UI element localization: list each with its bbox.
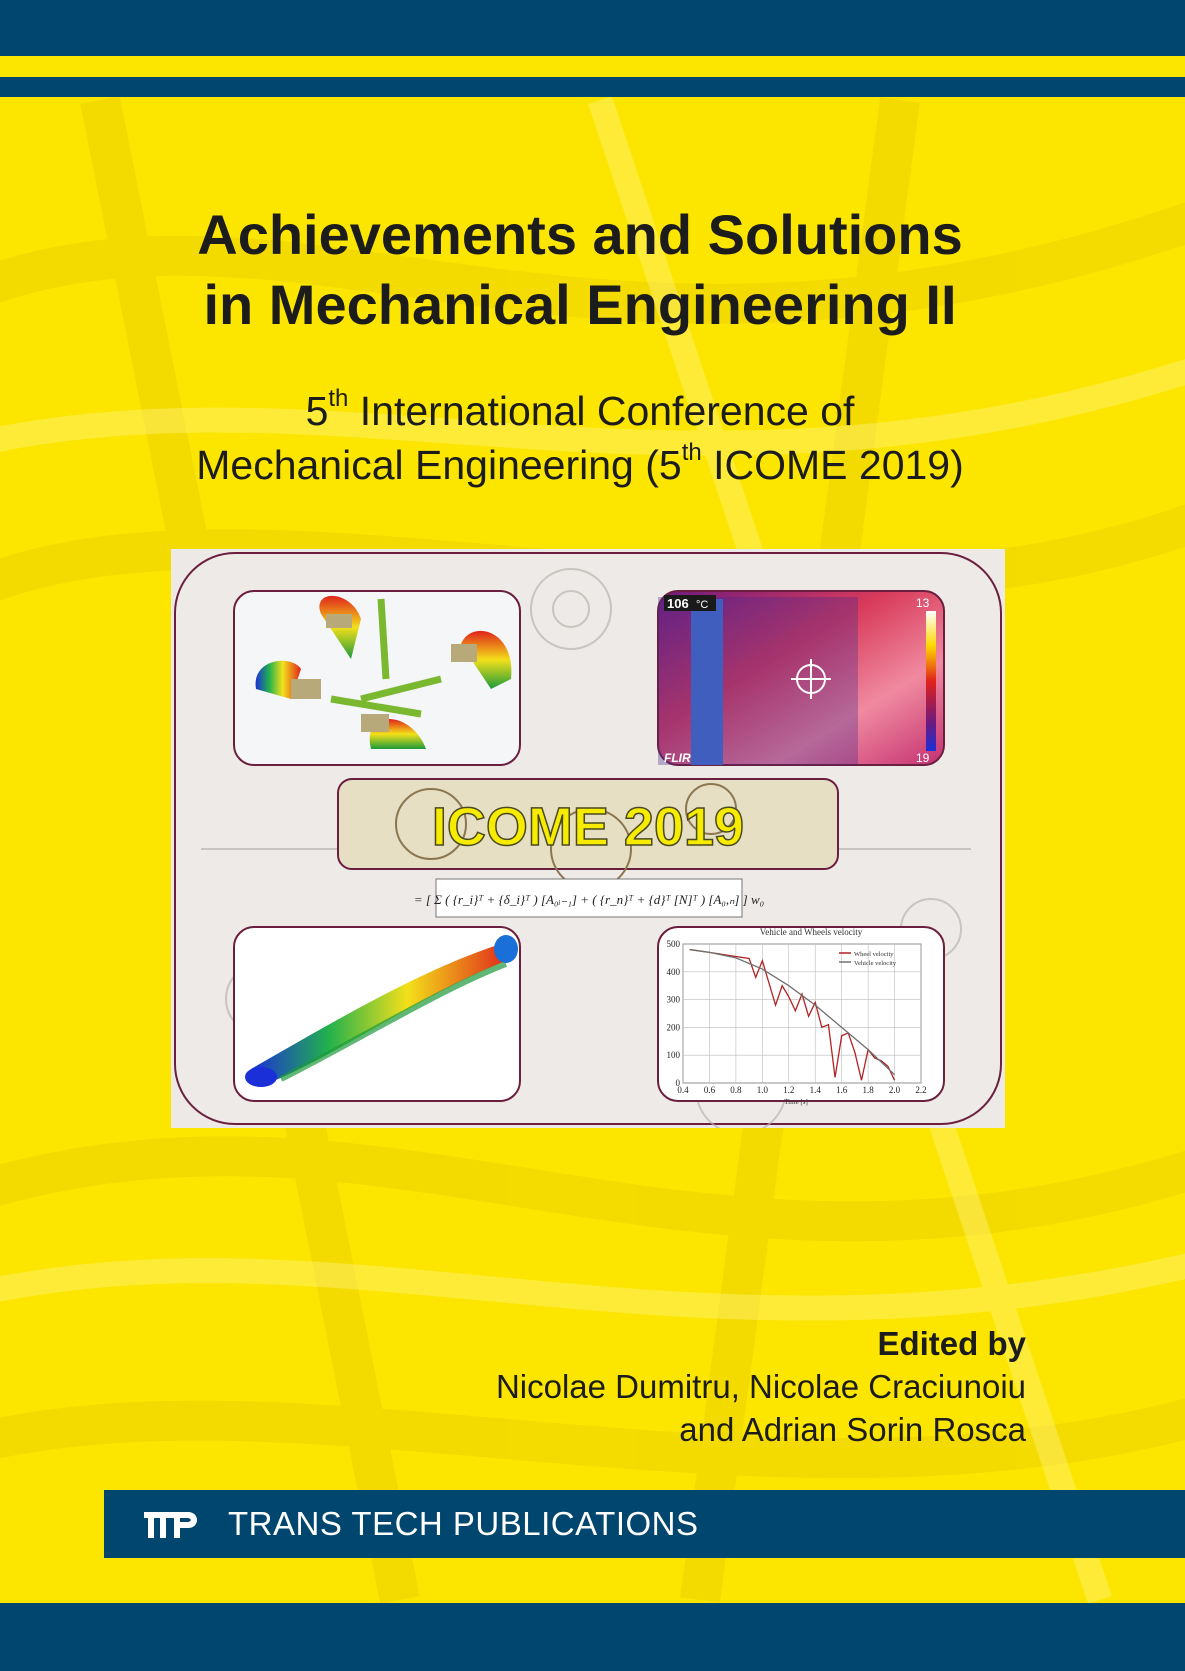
formula-strip: = [ Σ ( {r_i}ᵀ + {δ_i}ᵀ ) [A₀ᵢ₋₁] + ( {r…	[414, 878, 764, 918]
subtitle-line-2-rest: ICOME 2019)	[701, 442, 964, 488]
chart-grid	[682, 943, 922, 1084]
subtitle-line-1: 5th International Conference of	[0, 384, 1160, 438]
chart-x-tick-label: 1.4	[810, 1085, 822, 1095]
chart-title: Vehicle and Wheels velocity	[760, 927, 863, 937]
chart-xlabel: Time [s]	[784, 1098, 808, 1106]
legend-vehicle: Vehicle velocity	[854, 960, 897, 967]
subtitle-line-1-text: International Conference of	[348, 388, 855, 434]
thermal-image-panel: 106 °C 13 19 FLIR	[657, 590, 945, 766]
subtitle-line-2-pre: Mechanical Engineering (5	[196, 442, 682, 488]
legend-wheel: Wheel velocity	[854, 951, 894, 958]
cover-illustration: 106 °C 13 19 FLIR ICOME 2019 = [ Σ ( {r_…	[171, 549, 1005, 1135]
subtitle-ordinal-num: 5	[305, 388, 329, 434]
title-line-2: in Mechanical Engineering II	[203, 273, 957, 336]
thermal-scale-bottom: 19	[916, 751, 930, 765]
svg-text:= [ Σ ( {r_i}ᵀ + {δ_i}ᵀ ) [A₀ᵢ: = [ Σ ( {r_i}ᵀ + {δ_i}ᵀ ) [A₀ᵢ₋₁] + ( {r…	[414, 892, 764, 907]
chart-x-tick-label: 1.8	[862, 1085, 874, 1095]
fea-mechanism-panel	[233, 590, 521, 766]
chart-y-tick-label: 500	[667, 939, 681, 949]
top-stripe	[0, 77, 1185, 97]
chart-x-tick-label: 0.4	[677, 1085, 689, 1095]
velocity-chart-panel: Vehicle and Wheels velocity 0.4 0.6 0.8 1.0…	[657, 926, 945, 1106]
subtitle-ordinal-sup: th	[328, 385, 349, 413]
chart-y-tick-label: 300	[667, 995, 681, 1005]
editors-line-2: and Adrian Sorin Rosca	[679, 1411, 1026, 1448]
chart-lines	[689, 948, 896, 1081]
chart-series-line-1	[689, 948, 896, 1081]
chart-y-tick-label: 400	[667, 967, 681, 977]
chart-x-tick-label: 2.0	[889, 1085, 901, 1095]
ttp-logo-icon	[144, 1512, 197, 1538]
chart-y-tick-label: 0	[676, 1078, 681, 1088]
icome-2019-text: ICOME 2019	[432, 797, 744, 857]
chart-x-tick-label: 1.2	[783, 1085, 794, 1095]
thermal-max-label: 106	[667, 596, 689, 611]
publisher-bar: TRANS TECH PUBLICATIONS	[104, 1490, 1185, 1558]
title-line-1: Achievements and Solutions	[197, 203, 963, 266]
chart-y-tick-label: 100	[667, 1050, 681, 1060]
book-title: Achievements and Solutions in Mechanical…	[0, 200, 1160, 340]
chart-x-tick-label: 0.6	[704, 1085, 716, 1095]
chart-x-tick-label: 2.2	[915, 1085, 926, 1095]
editors-block: Edited by Nicolae Dumitru, Nicolae Craci…	[496, 1322, 1026, 1451]
chart-x-tick-label: 1.6	[836, 1085, 848, 1095]
fea-bone-panel	[233, 926, 521, 1102]
book-subtitle: 5th International Conference of Mechanic…	[0, 384, 1160, 492]
chart-x-tick-label: 1.0	[757, 1085, 769, 1095]
top-band	[0, 0, 1185, 56]
publisher-name: TRANS TECH PUBLICATIONS	[228, 1505, 699, 1542]
thermal-brand-label: FLIR	[664, 751, 691, 765]
subtitle-line-2: Mechanical Engineering (5th ICOME 2019)	[0, 438, 1160, 492]
thermal-scale-top: 13	[916, 596, 930, 610]
chart-x-tick-label: 0.8	[730, 1085, 742, 1095]
icome-banner: ICOME 2019	[337, 778, 839, 890]
chart-y-tick-label: 200	[667, 1022, 681, 1032]
bottom-band	[0, 1603, 1185, 1671]
thermal-unit-label: °C	[696, 599, 708, 611]
cover-illustration-svg: 106 °C 13 19 FLIR ICOME 2019 = [ Σ ( {r_…	[174, 552, 1002, 1135]
subtitle-line-2-sup: th	[681, 439, 702, 467]
chart-series-line-2	[689, 948, 896, 1076]
edited-by-heading: Edited by	[877, 1325, 1026, 1362]
editors-line-1: Nicolae Dumitru, Nicolae Craciunoiu	[495, 1368, 1026, 1405]
chart-ticks: 0.4 0.6 0.8 1.0 1.2 1.4 1.6 1.8 2.0 2.2 0 100 200 300…	[667, 939, 927, 1095]
chart-legend: Wheel velocity Vehicle velocity	[839, 951, 897, 967]
